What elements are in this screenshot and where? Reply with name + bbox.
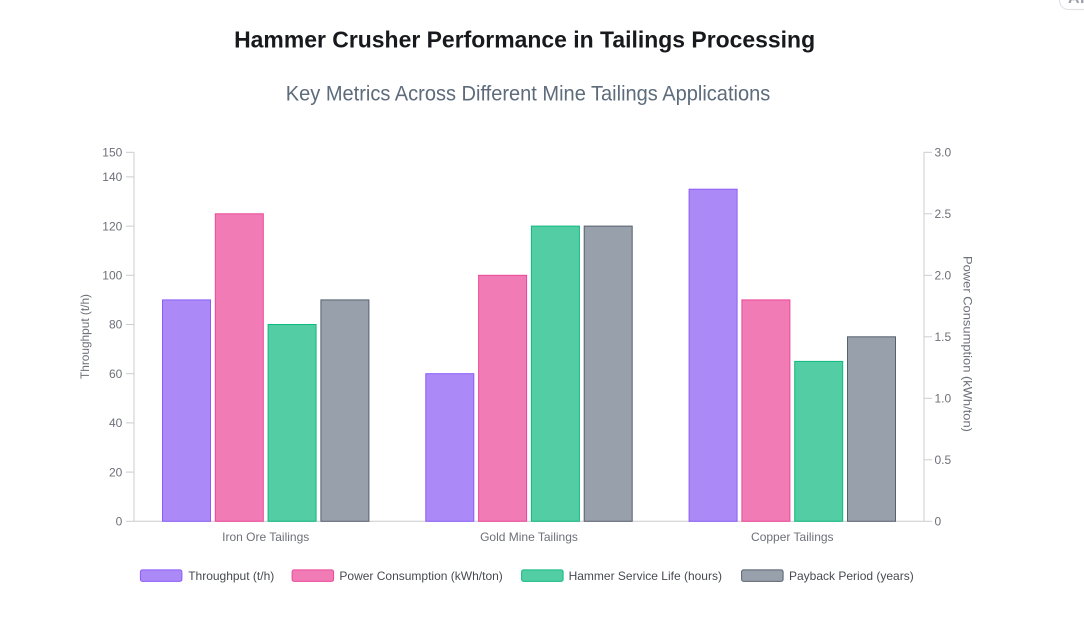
svg-text:3.0: 3.0 (935, 146, 952, 160)
svg-text:Power Consumption (kWh/ton): Power Consumption (kWh/ton) (961, 256, 975, 432)
svg-text:60: 60 (109, 367, 123, 381)
svg-text:Throughput (t/h): Throughput (t/h) (188, 569, 274, 583)
svg-text:Power Consumption (kWh/ton): Power Consumption (kWh/ton) (339, 569, 502, 583)
svg-text:Hammer Crusher Performance in: Hammer Crusher Performance in Tailings P… (234, 27, 815, 53)
svg-text:0: 0 (935, 515, 942, 529)
svg-text:0.5: 0.5 (935, 453, 952, 467)
svg-text:150: 150 (102, 146, 122, 160)
svg-text:AI: AI (1068, 0, 1084, 7)
svg-text:Key Metrics Across Different M: Key Metrics Across Different Mine Tailin… (286, 82, 771, 105)
svg-text:Payback Period (years): Payback Period (years) (789, 569, 914, 583)
svg-text:Iron Ore Tailings: Iron Ore Tailings (222, 530, 309, 544)
svg-text:Throughput (t/h): Throughput (t/h) (78, 294, 92, 379)
svg-text:1.0: 1.0 (935, 392, 952, 406)
svg-text:120: 120 (102, 219, 122, 233)
svg-text:Copper Tailings: Copper Tailings (751, 530, 834, 544)
svg-text:100: 100 (102, 269, 122, 283)
svg-text:2.0: 2.0 (935, 269, 952, 283)
svg-text:1.5: 1.5 (935, 330, 952, 344)
svg-text:140: 140 (102, 170, 122, 184)
svg-text:20: 20 (109, 465, 123, 479)
svg-text:Hammer Service Life (hours): Hammer Service Life (hours) (569, 569, 722, 583)
svg-text:40: 40 (109, 416, 123, 430)
svg-text:0: 0 (116, 515, 123, 529)
svg-text:80: 80 (109, 318, 123, 332)
svg-text:Gold Mine Tailings: Gold Mine Tailings (480, 530, 578, 544)
svg-text:2.5: 2.5 (935, 207, 952, 221)
